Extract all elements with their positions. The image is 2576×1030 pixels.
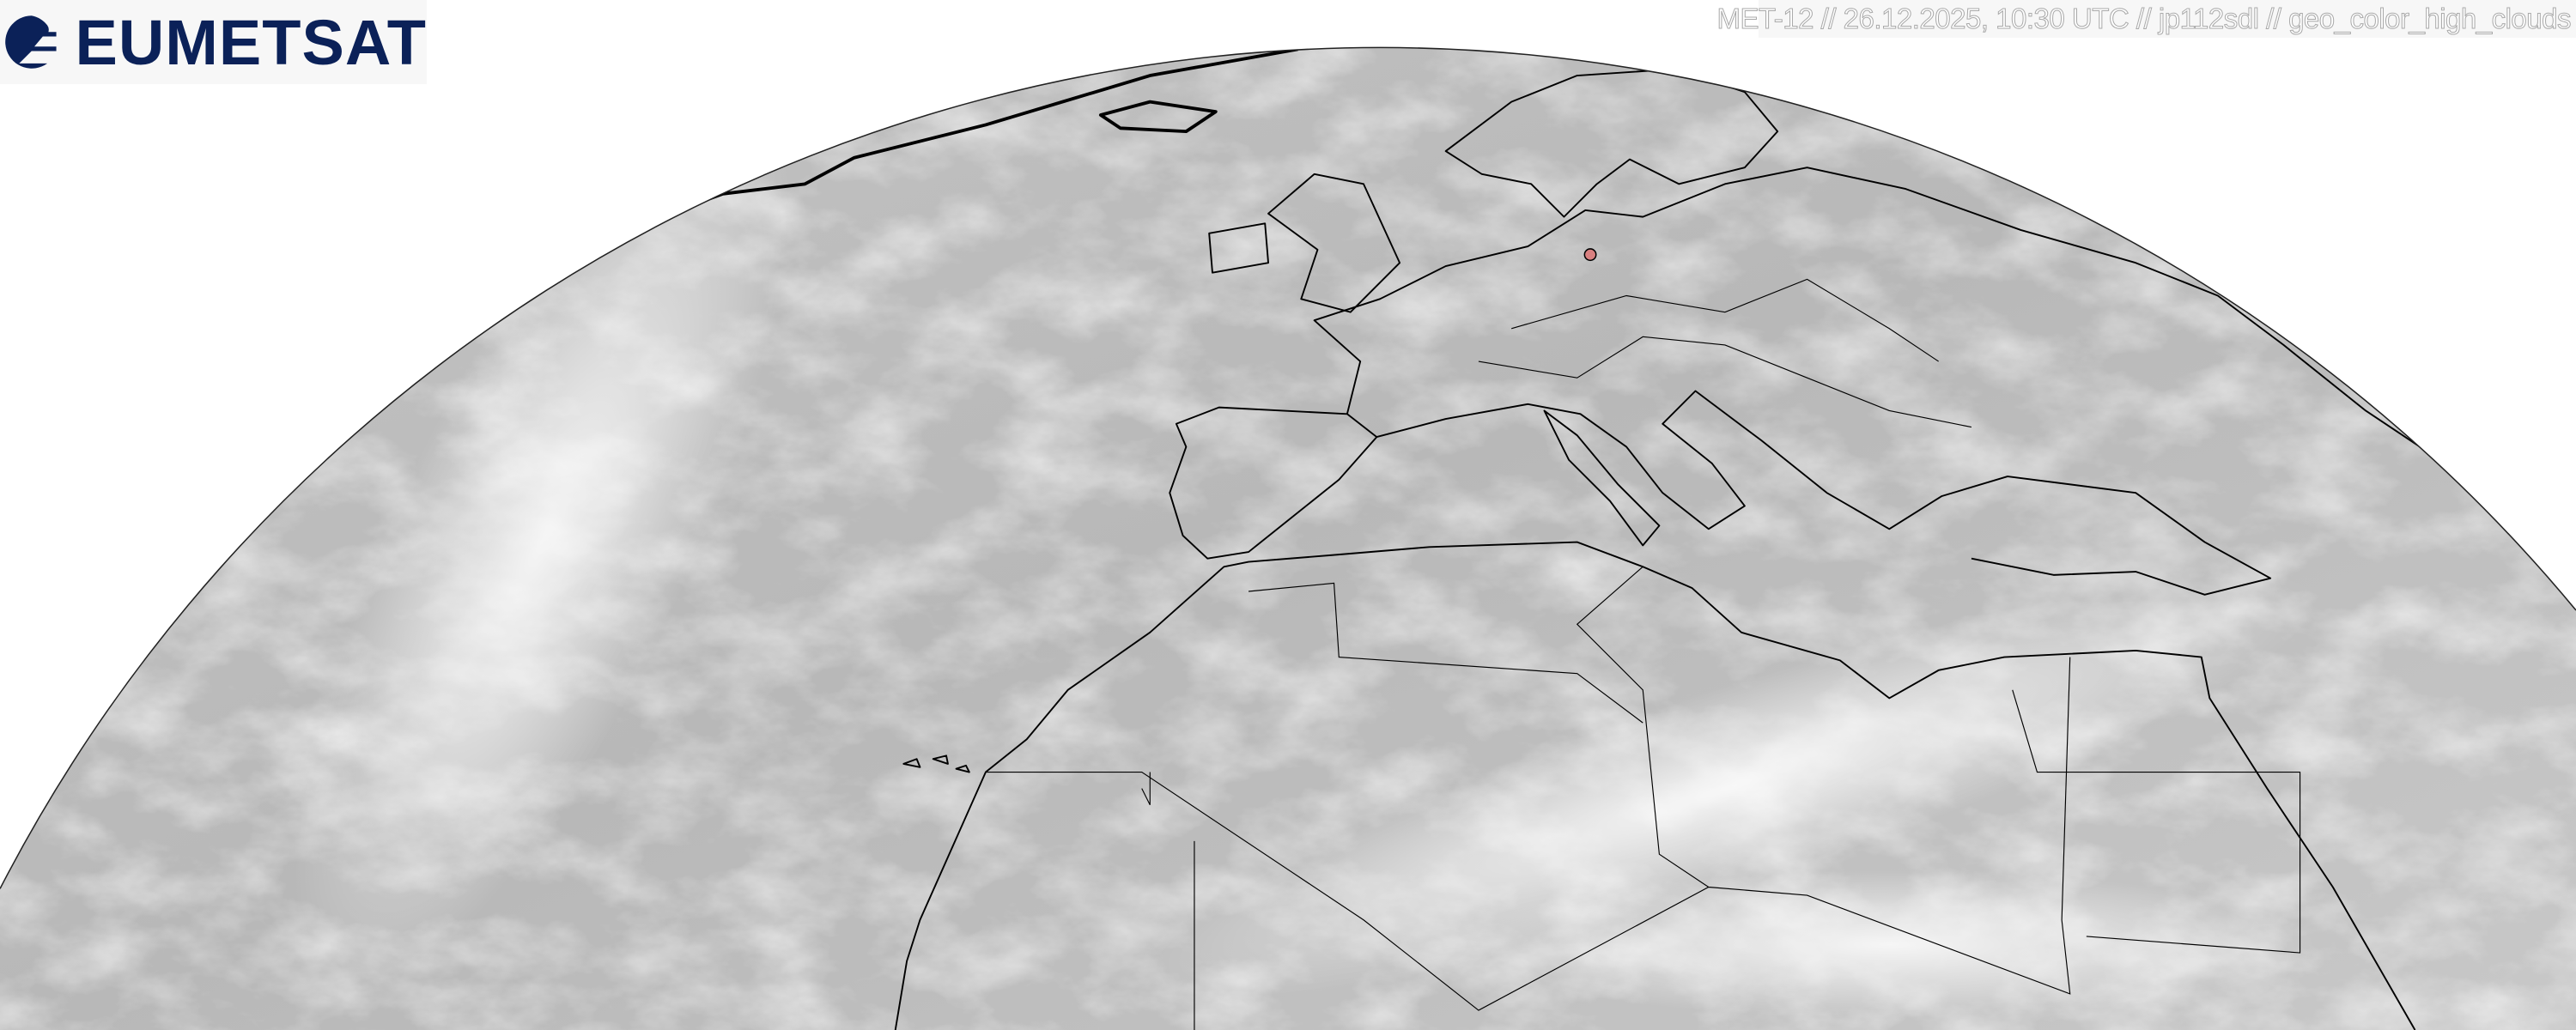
- coastline-scandinavia: [1444, 68, 1779, 218]
- border-lines: [985, 278, 2301, 1030]
- cloud-band-atlantic: [294, 91, 790, 994]
- coastline-italy: [1543, 409, 1661, 547]
- coastline-iberia: [1169, 406, 1378, 560]
- coastline-iceland: [1098, 100, 1218, 134]
- image-info-text: MET-12 // 26.12.2025, 10:30 UTC // jp112…: [1716, 3, 2572, 35]
- coastline-canaries: [902, 754, 970, 773]
- coastline-europe: [1313, 167, 2576, 596]
- earth-limb: [0, 46, 2576, 889]
- logo-text: EUMETSAT: [75, 6, 427, 78]
- image-info-bar: MET-12 // 26.12.2025, 10:30 UTC // jp112…: [1716, 0, 2576, 38]
- coastline-ireland: [1208, 222, 1269, 274]
- cloud-band-sahara: [1130, 573, 2320, 1003]
- cloud-sahel: [1461, 870, 2317, 1019]
- location-marker[interactable]: [1583, 248, 1597, 262]
- eumetsat-logo: EUMETSAT: [0, 0, 427, 84]
- coastline-britain: [1267, 173, 1401, 313]
- eumetsat-globe-icon: [5, 15, 57, 69]
